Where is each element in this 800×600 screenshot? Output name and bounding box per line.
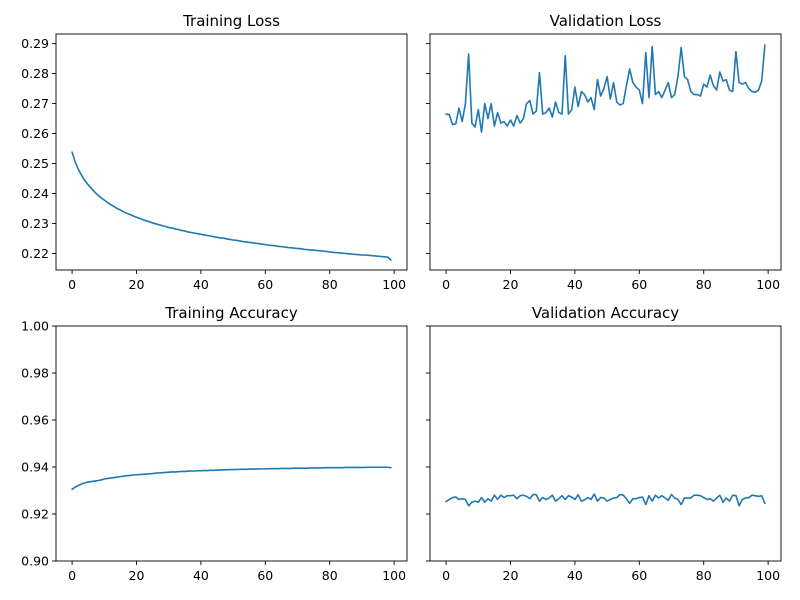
- x-tick-label: 80: [696, 568, 712, 583]
- series-line: [445, 493, 766, 507]
- y-tick-label: 0.26: [21, 126, 49, 141]
- x-tick-label: 40: [193, 568, 209, 583]
- series-line: [71, 151, 392, 261]
- series-line: [445, 44, 766, 133]
- y-tick-label: 1.00: [21, 319, 49, 334]
- panel-validation-loss: Validation Loss 0 20 40 60 80 100: [426, 12, 782, 292]
- axes-frame: [55, 325, 408, 562]
- y-tick-label: 0.29: [21, 36, 49, 51]
- x-tick-label: 100: [756, 568, 780, 583]
- x-tick-label: 80: [322, 568, 338, 583]
- x-tick-label: 0: [68, 568, 76, 583]
- y-tick-label: 0.27: [21, 96, 49, 111]
- y-tick-label: 0.98: [21, 366, 49, 381]
- y-tick-label: 0.24: [21, 186, 49, 201]
- y-tick-label: 0.94: [21, 460, 49, 475]
- y-tick-label: 0.25: [21, 156, 49, 171]
- panel-validation-accuracy: Validation Accuracy 0 20 40 60 80 100: [426, 304, 782, 583]
- panel-title: Validation Loss: [550, 12, 662, 30]
- x-tick-label: 60: [257, 568, 273, 583]
- y-tick-label: 0.96: [21, 413, 49, 428]
- y-tick-label: 0.28: [21, 66, 49, 81]
- y-tick-label: 0.22: [21, 246, 49, 261]
- x-tick-label: 20: [503, 568, 519, 583]
- x-tick-label: 20: [129, 568, 145, 583]
- y-tick-label: 0.90: [21, 554, 49, 569]
- y-tick-label: 0.23: [21, 216, 49, 231]
- axes-frame: [429, 33, 782, 271]
- axes-frame: [429, 325, 782, 562]
- x-tick-label: 0: [442, 568, 450, 583]
- series-line: [71, 466, 392, 491]
- x-tick-label: 80: [696, 277, 712, 292]
- x-tick-label: 100: [382, 277, 406, 292]
- x-tick-label: 40: [567, 277, 583, 292]
- x-tick-label: 0: [442, 277, 450, 292]
- panel-training-accuracy: Training Accuracy 0 20 40 60 80 100 0.90 0.92 0.…: [21, 304, 408, 583]
- x-tick-label: 0: [68, 277, 76, 292]
- x-tick-label: 60: [631, 277, 647, 292]
- x-tick-label: 60: [257, 277, 273, 292]
- panel-title: Validation Accuracy: [532, 304, 679, 322]
- x-tick-label: 40: [193, 277, 209, 292]
- x-tick-label: 40: [567, 568, 583, 583]
- panel-title: Training Accuracy: [164, 304, 298, 322]
- x-tick-label: 20: [129, 277, 145, 292]
- panel-title: Training Loss: [182, 12, 280, 30]
- x-tick-label: 100: [756, 277, 780, 292]
- x-tick-label: 80: [322, 277, 338, 292]
- x-tick-label: 20: [503, 277, 519, 292]
- x-tick-label: 100: [382, 568, 406, 583]
- axes-frame: [55, 33, 408, 271]
- x-tick-label: 60: [631, 568, 647, 583]
- panel-training-loss: Training Loss 0 20 40 60 80 100 0.22 0.23 0.24 0.…: [21, 12, 408, 292]
- y-tick-label: 0.92: [21, 507, 49, 522]
